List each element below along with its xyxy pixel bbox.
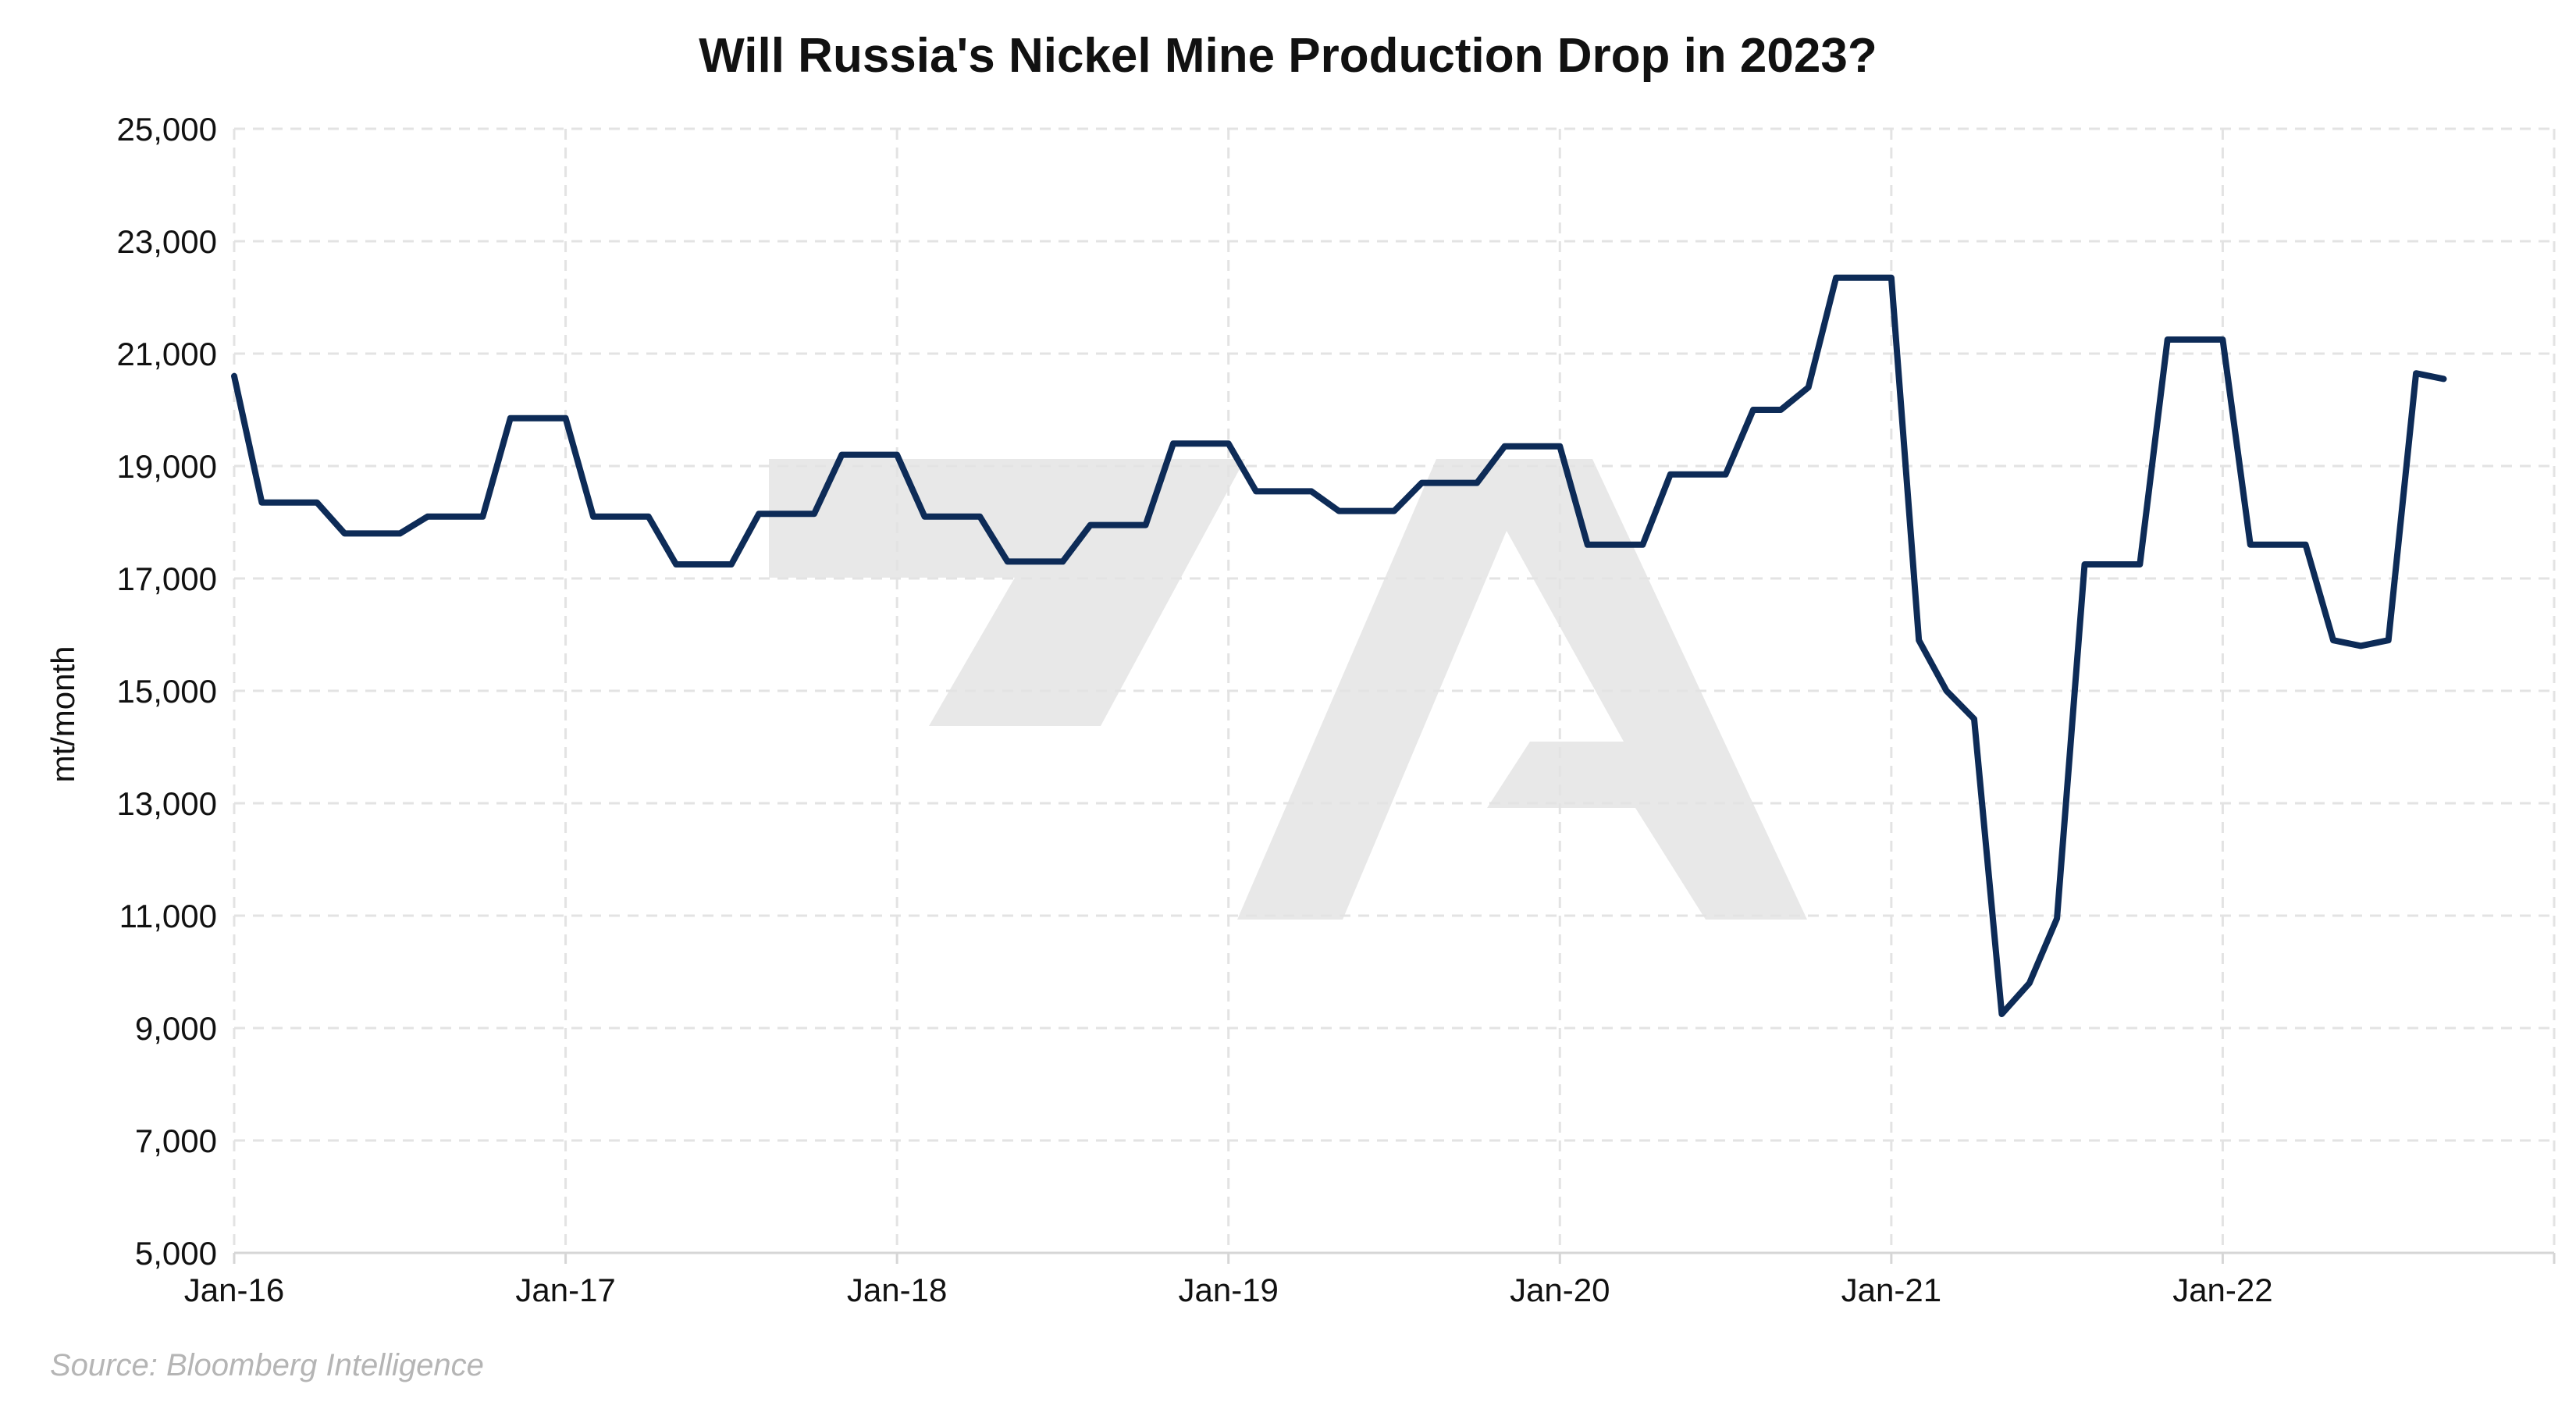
watermark-stroke-left [769,459,1245,726]
y-tick-label: 11,000 [119,898,217,934]
y-tick-label: 25,000 [117,111,217,148]
y-tick-label: 17,000 [117,560,217,597]
y-tick-label: 13,000 [117,785,217,822]
y-tick-label: 21,000 [117,336,217,372]
watermark-stroke-right [1237,459,1807,920]
y-tick-label: 15,000 [117,673,217,710]
y-axis-label: mt/month [44,646,81,782]
x-tick-label: Jan-20 [1510,1272,1610,1308]
y-tick-label: 5,000 [135,1235,217,1272]
x-axis-tick-labels: Jan-16 Jan-17 Jan-18 Jan-19 Jan-20 Jan-21 Jan-… [184,1272,2273,1308]
x-tick-label: Jan-21 [1841,1272,1941,1308]
y-tick-label: 19,000 [117,448,217,485]
y-tick-label: 7,000 [135,1123,217,1159]
x-tick-label: Jan-16 [184,1272,284,1308]
y-tick-label: 23,000 [117,223,217,260]
x-tick-label: Jan-18 [847,1272,947,1308]
source-note: Source: Bloomberg Intelligence [50,1348,484,1382]
x-tick-label: Jan-19 [1179,1272,1279,1308]
x-tick-label: Jan-22 [2172,1272,2272,1308]
x-tick-label: Jan-17 [515,1272,615,1308]
y-axis-tick-labels: 5,000 7,000 9,000 11,000 13,000 15,000 17,000 1… [117,111,217,1272]
chart-title: Will Russia's Nickel Mine Production Dro… [699,29,1877,83]
series-line [231,274,2447,1017]
y-tick-label: 9,000 [135,1010,217,1047]
